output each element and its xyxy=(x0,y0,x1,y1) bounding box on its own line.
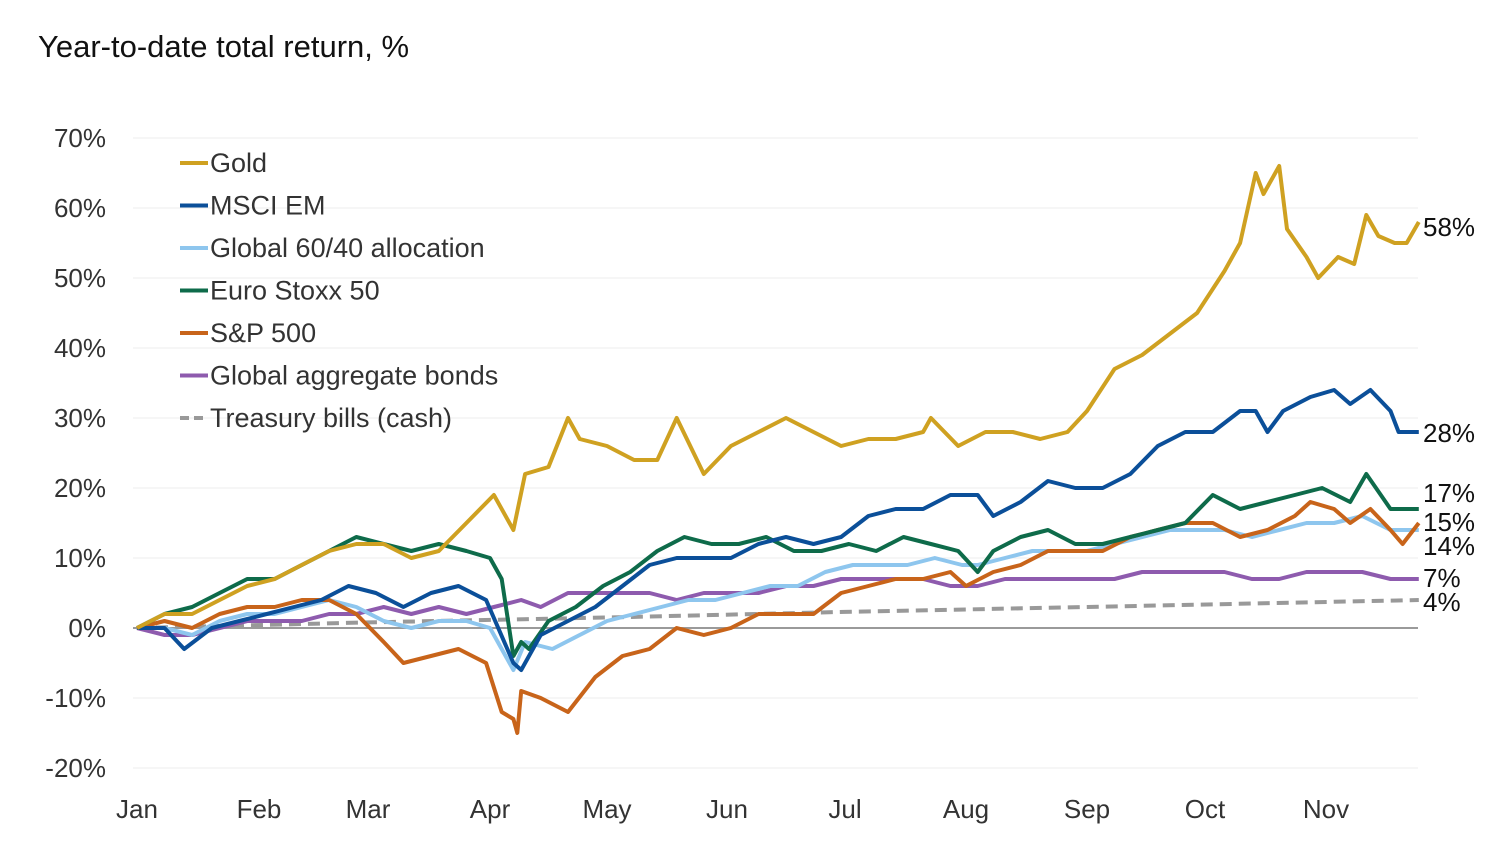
end-value-label: 14% xyxy=(1423,531,1475,561)
legend-label: Treasury bills (cash) xyxy=(210,403,452,433)
legend-label: Gold xyxy=(210,148,267,178)
end-value-label: 7% xyxy=(1423,563,1461,593)
legend-label: Global 60/40 allocation xyxy=(210,233,485,263)
y-axis-ticks: 70% 60% 50% 40% 30% 20% 10% 0% -10% -20% xyxy=(45,123,106,783)
legend-label: MSCI EM xyxy=(210,191,326,221)
y-tick-label: 30% xyxy=(54,403,106,433)
x-tick-label: Feb xyxy=(237,794,282,824)
end-value-label: 17% xyxy=(1423,478,1475,508)
y-tick-label: 40% xyxy=(54,333,106,363)
x-tick-label: Oct xyxy=(1185,794,1226,824)
x-tick-label: Mar xyxy=(346,794,391,824)
series-line-msci-em xyxy=(137,388,1419,672)
y-tick-label: 50% xyxy=(54,263,106,293)
x-axis-ticks: Jan Feb Mar Apr May Jun Jul Aug Sep Oct Nov xyxy=(116,794,1349,824)
chart-title: Year-to-date total return, % xyxy=(38,29,409,64)
y-tick-label: -10% xyxy=(45,683,106,713)
legend: Gold MSCI EM Global 60/40 allocation Euro S… xyxy=(180,148,498,433)
y-tick-label: 0% xyxy=(68,613,106,643)
series-line-global-aggregate-bonds xyxy=(136,570,1419,637)
series-lines xyxy=(136,164,1421,735)
y-tick-label: -20% xyxy=(45,753,106,783)
series-line-euro-stoxx-50 xyxy=(136,472,1419,658)
end-value-label: 15% xyxy=(1423,507,1475,537)
x-tick-label: Jun xyxy=(706,794,748,824)
end-value-label: 28% xyxy=(1423,418,1475,448)
series-line-s-p-500 xyxy=(136,500,1421,735)
legend-label: Global aggregate bonds xyxy=(210,361,498,391)
y-tick-label: 60% xyxy=(54,193,106,223)
end-value-label: 4% xyxy=(1423,587,1461,617)
x-tick-label: Aug xyxy=(943,794,989,824)
x-tick-label: May xyxy=(582,794,631,824)
series-line-gold xyxy=(136,164,1421,630)
series-line-global-60-40-allocation xyxy=(137,514,1419,672)
end-labels: 58% 28% 14% 17%15% 7%4% xyxy=(1423,212,1475,617)
x-tick-label: Jul xyxy=(828,794,861,824)
y-tick-label: 70% xyxy=(54,123,106,153)
y-tick-label: 10% xyxy=(54,543,106,573)
end-value-label: 58% xyxy=(1423,212,1475,242)
legend-label: Euro Stoxx 50 xyxy=(210,276,380,306)
x-tick-label: Jan xyxy=(116,794,158,824)
x-tick-label: Apr xyxy=(470,794,511,824)
y-tick-label: 20% xyxy=(54,473,106,503)
series-line-treasury-bills-cash- xyxy=(136,598,1419,630)
gridlines xyxy=(133,137,1418,769)
x-tick-label: Sep xyxy=(1064,794,1110,824)
x-tick-label: Nov xyxy=(1303,794,1349,824)
legend-label: S&P 500 xyxy=(210,318,316,348)
